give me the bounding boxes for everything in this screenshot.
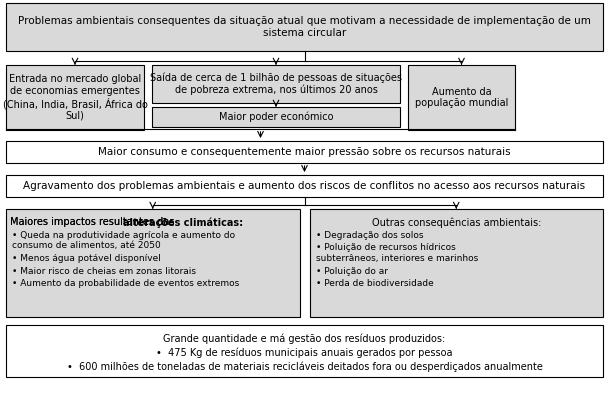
Text: • Poluição do ar: • Poluição do ar [315,267,387,276]
Text: Outras consequências ambientais:: Outras consequências ambientais: [371,217,541,228]
FancyBboxPatch shape [152,65,400,103]
Text: •  475 Kg de resíduos municipais anuais gerados por pessoa: • 475 Kg de resíduos municipais anuais g… [157,347,452,357]
FancyBboxPatch shape [309,209,603,317]
Text: Maior consumo e consequentemente maior pressão sobre os recursos naturais: Maior consumo e consequentemente maior p… [98,147,511,157]
Text: • Degradação dos solos: • Degradação dos solos [315,231,423,240]
Text: Aumento da
população mundial: Aumento da população mundial [415,87,508,108]
FancyBboxPatch shape [6,141,603,163]
Text: • Maior risco de cheias em zonas litorais: • Maior risco de cheias em zonas litorai… [12,267,196,276]
Text: •  600 milhões de toneladas de materiais recicláveis deitados fora ou desperdiça: • 600 milhões de toneladas de materiais … [66,361,543,372]
FancyBboxPatch shape [6,65,144,130]
FancyBboxPatch shape [408,65,515,130]
Text: alterações climáticas:: alterações climáticas: [123,217,243,228]
Text: • Menos água potável disponível: • Menos água potável disponível [12,254,161,263]
Text: Saída de cerca de 1 bilhão de pessoas de situações
de pobreza extrema, nos últim: Saída de cerca de 1 bilhão de pessoas de… [150,73,402,95]
Text: Maiores impactos resultantes das: Maiores impactos resultantes das [10,217,177,227]
FancyBboxPatch shape [6,209,300,317]
Text: • Perda de biodiversidade: • Perda de biodiversidade [315,279,433,288]
FancyBboxPatch shape [152,107,400,127]
FancyBboxPatch shape [6,3,603,51]
Text: Agravamento dos problemas ambientais e aumento dos riscos de conflitos no acesso: Agravamento dos problemas ambientais e a… [23,181,586,191]
Text: Entrada no mercado global
de economias emergentes
(China, India, Brasil, África : Entrada no mercado global de economias e… [2,74,147,121]
Text: Maior poder económico: Maior poder económico [219,112,333,122]
FancyBboxPatch shape [6,175,603,197]
FancyBboxPatch shape [6,325,603,377]
Text: • Aumento da probabilidade de eventos extremos: • Aumento da probabilidade de eventos ex… [12,279,239,288]
Text: Grande quantidade e má gestão dos resíduos produzidos:: Grande quantidade e má gestão dos resídu… [163,333,446,344]
Text: Maiores impactos resultantes das: Maiores impactos resultantes das [10,217,177,227]
Text: • Queda na produtividade agrícola e aumento do
consumo de alimentos, até 2050: • Queda na produtividade agrícola e aume… [12,231,235,250]
Text: • Poluição de recursos hídricos
subterrâneos, interiores e marinhos: • Poluição de recursos hídricos subterrâ… [315,244,477,263]
Text: Problemas ambientais consequentes da situação atual que motivam a necessidade de: Problemas ambientais consequentes da sit… [18,16,591,38]
